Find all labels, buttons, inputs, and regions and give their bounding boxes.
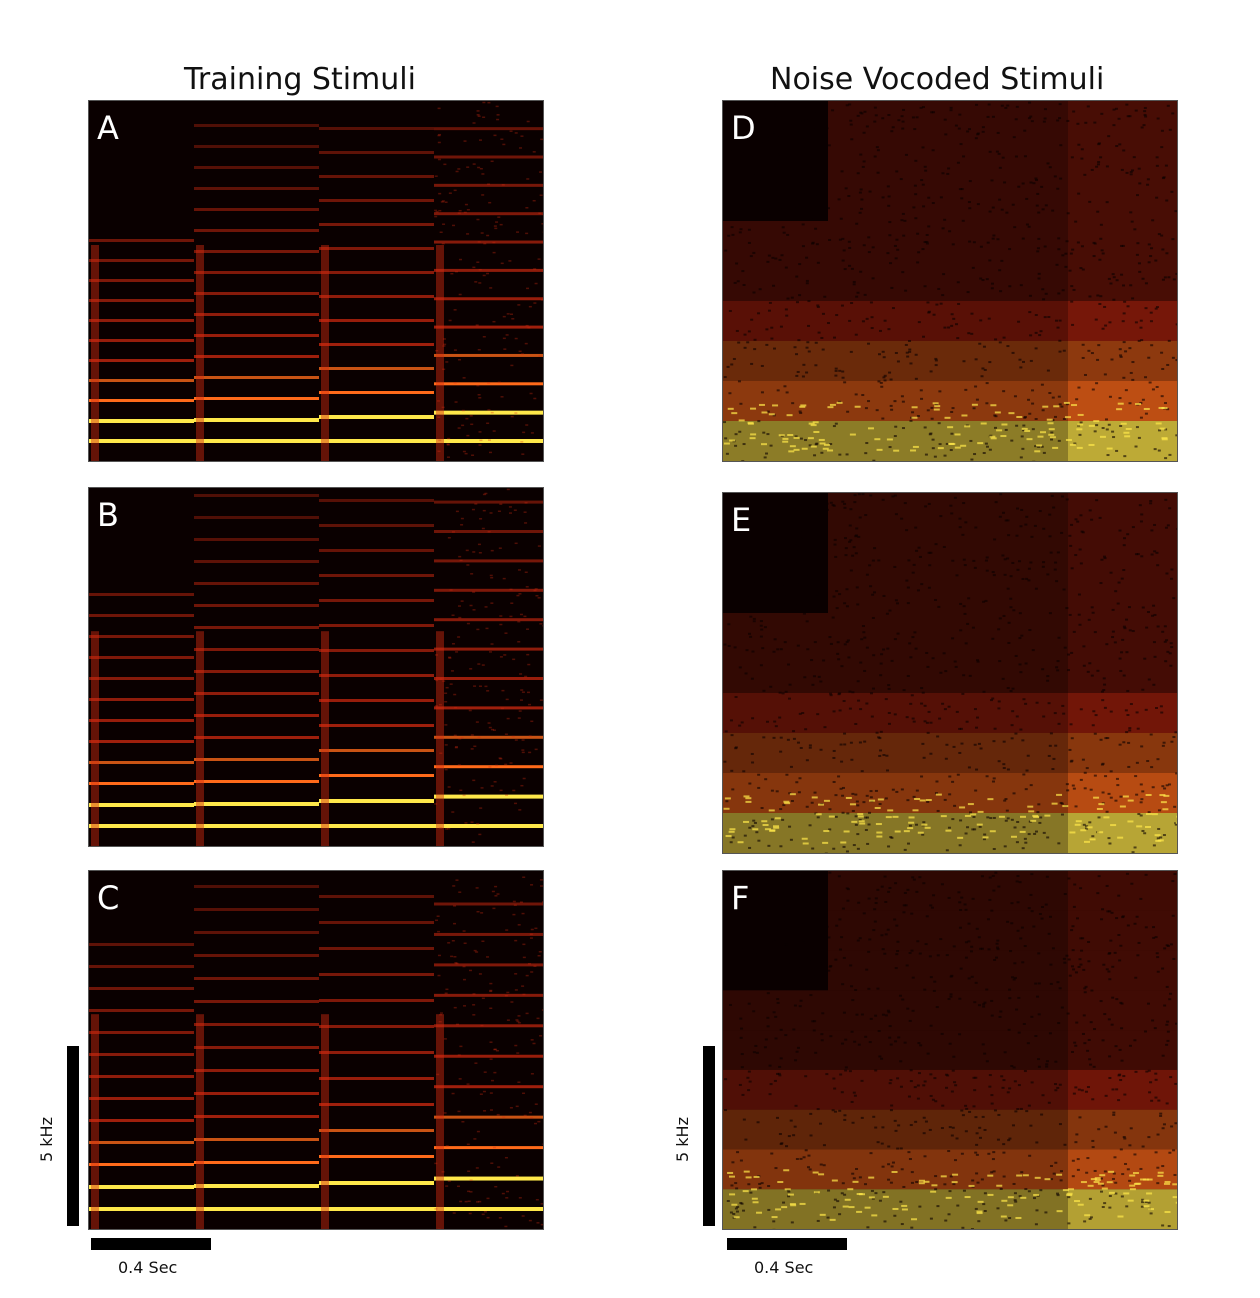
time-scale-label-left: 0.4 Sec [118,1258,178,1277]
panel-label-c: C [97,879,120,917]
panel-label-a: A [97,109,119,147]
panel-label-f: F [731,879,750,917]
frequency-scale-label-right: 5 kHz [672,1117,692,1162]
time-scale-bar-left [91,1238,211,1250]
panel-label-d: D [731,109,756,147]
time-scale-bar-right [727,1238,847,1250]
spectrogram-panel-c: C [88,870,544,1230]
frequency-scale-label-left: 5 kHz [36,1117,56,1162]
frequency-scale-bar-right [703,1046,715,1226]
spectrogram-panel-a: A [88,100,544,462]
time-scale-label-right: 0.4 Sec [754,1258,814,1277]
panel-label-e: E [731,501,752,539]
spectrogram-panel-e: E [722,492,1178,854]
spectrogram-panel-b: B [88,487,544,847]
noise-vocoded-stimuli-title: Noise Vocoded Stimuli [770,62,1105,97]
frequency-scale-bar-left [67,1046,79,1226]
spectrogram-panel-f: F [722,870,1178,1230]
training-stimuli-title: Training Stimuli [184,62,416,97]
panel-label-b: B [97,496,119,534]
spectrogram-panel-d: D [722,100,1178,462]
